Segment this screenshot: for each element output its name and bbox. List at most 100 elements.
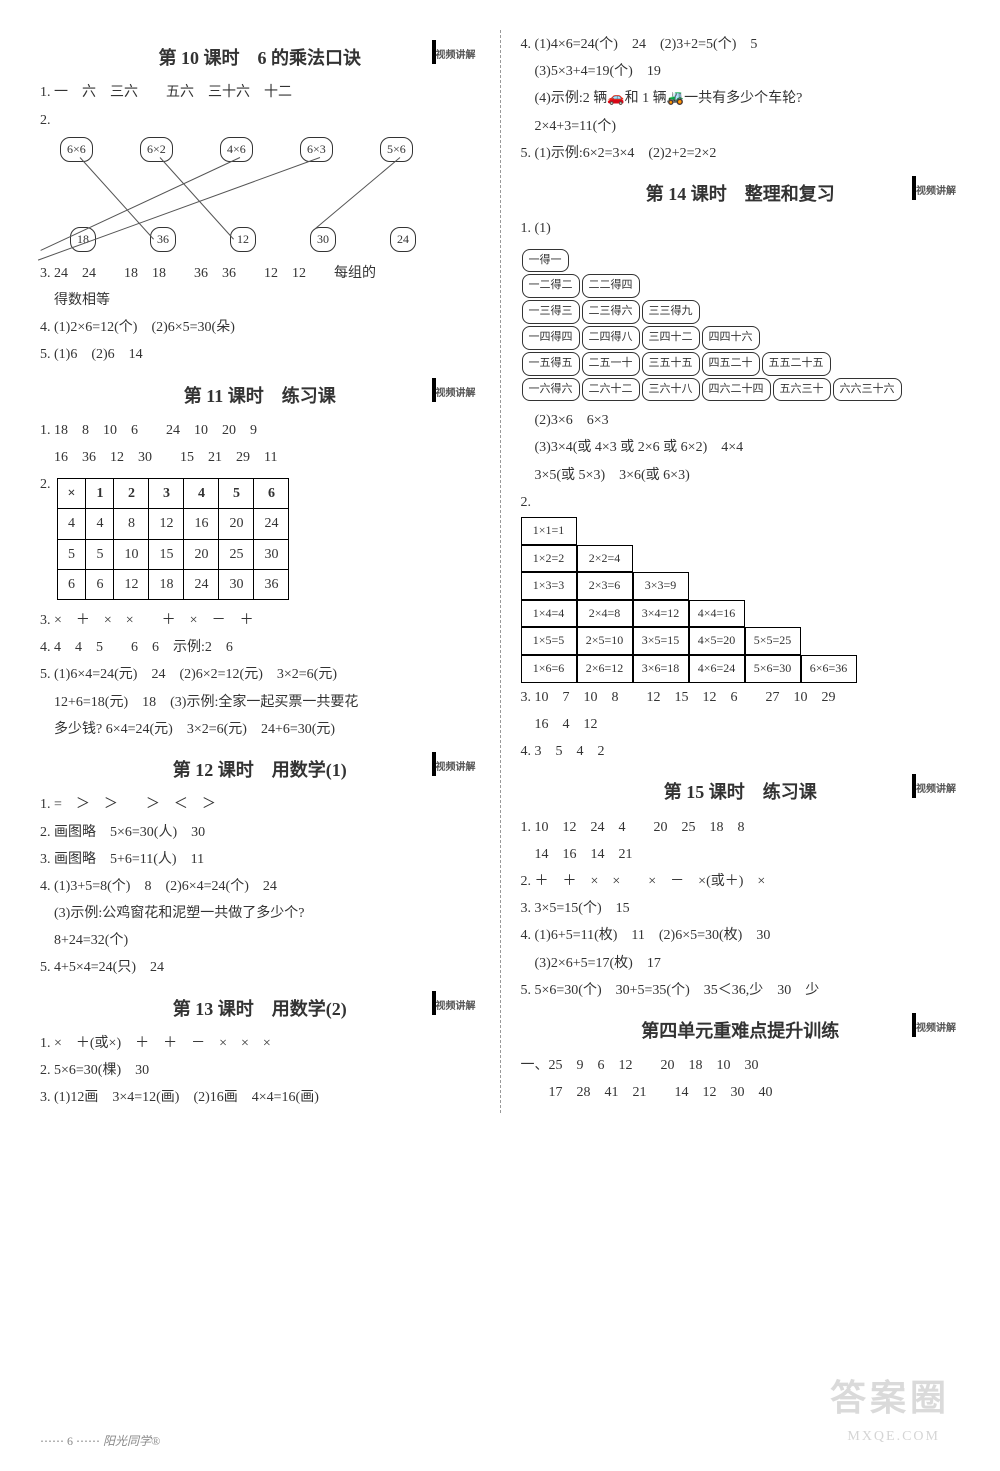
stair-cell: 四五二十 xyxy=(702,352,760,376)
stair-cell: 三六十八 xyxy=(642,378,700,402)
watermark-sub: MXQE.COM xyxy=(847,1424,940,1449)
qr-block: 视频讲解 xyxy=(428,36,480,68)
cell: 6 xyxy=(86,569,114,599)
r-top-q4c: (4)示例:2 辆🚗和 1 辆🚜一共有多少个车轮? xyxy=(521,86,961,111)
stair-cell: 一得一 xyxy=(522,249,569,273)
tri-cell: 2×3=6 xyxy=(577,572,633,600)
matching-diagram: 6×6 6×2 4×6 6×3 5×6 18 36 12 30 24 xyxy=(40,137,480,257)
qr-label: 视频讲解 xyxy=(436,1001,476,1012)
stair-cell: 四四十六 xyxy=(702,326,760,350)
cell: 16 xyxy=(184,509,219,539)
l12-q3: 3. 画图略 5+6=11(人) 11 xyxy=(40,847,480,872)
cell: 20 xyxy=(219,509,254,539)
tri-row: 1×2=22×2=4 xyxy=(521,545,961,573)
qr-label: 视频讲解 xyxy=(436,50,476,61)
tri-cell: 1×1=1 xyxy=(521,517,577,545)
stair-row: 一四得四二四得八三四十二四四十六 xyxy=(521,325,961,351)
cell: 4 xyxy=(184,479,219,509)
footer: ⋯⋯ 6 ⋯⋯ 阳光同学® xyxy=(40,1431,960,1453)
l11-q5b: 12+6=18(元) 18 (3)示例:全家一起买票一共要花 xyxy=(40,690,480,715)
l10-q1: 1. 一 六 三六 五六 三十六 十二 xyxy=(40,80,480,105)
tri-cell: 1×5=5 xyxy=(521,627,577,655)
tri-cell: 3×3=9 xyxy=(633,572,689,600)
l14-q3a: 3. 10 7 10 8 12 15 12 6 27 10 29 xyxy=(521,685,961,710)
mbox: 30 xyxy=(310,227,336,253)
tri-cell: 1×6=6 xyxy=(521,655,577,683)
lesson-14-title: 第 14 课时 整理和复习 视频讲解 xyxy=(521,178,961,210)
table-row: 6 6 12 18 24 30 36 xyxy=(57,569,289,599)
cell: 15 xyxy=(149,539,184,569)
tri-cell: 3×6=18 xyxy=(633,655,689,683)
qr-label: 视频讲解 xyxy=(436,388,476,399)
stair-cell: 一五得五 xyxy=(522,352,580,376)
l13-q3: 3. (1)12画 3×4=12(画) (2)16画 4×4=16(画) xyxy=(40,1085,480,1110)
match-line xyxy=(160,157,234,239)
mbox: 6×2 xyxy=(140,137,173,163)
tri-row: 1×3=32×3=63×3=9 xyxy=(521,572,961,600)
title-text: 第 10 课时 6 的乘法口诀 xyxy=(159,48,362,68)
l10-q3: 3. 24 24 18 18 36 36 12 12 每组的 xyxy=(40,261,480,286)
stair-cell: 二六十二 xyxy=(582,378,640,402)
cell: × xyxy=(57,479,86,509)
stair-cell: 四六二十四 xyxy=(702,378,771,402)
cell: 25 xyxy=(219,539,254,569)
l11-q1b: 16 36 12 30 15 21 29 11 xyxy=(40,445,480,470)
tri-table: 1×1=11×2=22×2=41×3=32×3=63×3=91×4=42×4=8… xyxy=(521,517,961,683)
l11-q2-label: 2. xyxy=(40,472,51,497)
lesson-13-title: 第 13 课时 用数学(2) 视频讲解 xyxy=(40,993,480,1025)
l11-q1a: 1. 18 8 10 6 24 10 20 9 xyxy=(40,418,480,443)
l11-q4: 4. 4 4 5 6 6 示例:2 6 xyxy=(40,635,480,660)
qr-label: 视频讲解 xyxy=(436,762,476,773)
stair-table-1: 一得一一二得二二二得四一三得三二三得六三三得九一四得四二四得八三四十二四四十六一… xyxy=(521,248,961,403)
stair-cell: 二三得六 xyxy=(582,300,640,324)
stair-cell: 一六得六 xyxy=(522,378,580,402)
stair-row: 一三得三二三得六三三得九 xyxy=(521,299,961,325)
match-line xyxy=(315,157,400,228)
cell: 5 xyxy=(219,479,254,509)
qr-label: 视频讲解 xyxy=(916,186,956,197)
tri-cell: 5×5=25 xyxy=(745,627,801,655)
unit4-title: 第四单元重难点提升训练 视频讲解 xyxy=(521,1015,961,1047)
stair-cell: 五六三十 xyxy=(773,378,831,402)
stair-row: 一六得六二六十二三六十八四六二十四五六三十六六三十六 xyxy=(521,377,961,403)
title-text: 第 11 课时 练习课 xyxy=(184,386,336,406)
l12-q2: 2. 画图略 5×6=30(人) 30 xyxy=(40,820,480,845)
cell: 6 xyxy=(254,479,289,509)
tri-cell: 1×2=2 xyxy=(521,545,577,573)
tri-cell: 1×4=4 xyxy=(521,600,577,628)
tri-cell: 2×5=10 xyxy=(577,627,633,655)
stair-cell: 三五十五 xyxy=(642,352,700,376)
l11-q5a: 5. (1)6×4=24(元) 24 (2)6×2=12(元) 3×2=6(元) xyxy=(40,662,480,687)
l14-q1-label: 1. (1) xyxy=(521,216,961,241)
cell: 1 xyxy=(86,479,114,509)
l14-q1-2: (2)3×6 6×3 xyxy=(521,408,961,433)
cell: 5 xyxy=(57,539,86,569)
l12-q4c: 8+24=32(个) xyxy=(40,928,480,953)
cell: 2 xyxy=(114,479,149,509)
l15-q1b: 14 16 14 21 xyxy=(521,842,961,867)
tri-cell: 4×5=20 xyxy=(689,627,745,655)
l15-q4b: (3)2×6+5=17(枚) 17 xyxy=(521,951,961,976)
mbox: 6×6 xyxy=(60,137,93,163)
page-num: 6 xyxy=(67,1434,73,1448)
tri-row: 1×6=62×6=123×6=184×6=245×6=306×6=36 xyxy=(521,655,961,683)
qr-block: 视频讲解 xyxy=(428,987,480,1019)
l12-q4a: 4. (1)3+5=8(个) 8 (2)6×4=24(个) 24 xyxy=(40,874,480,899)
right-column: 4. (1)4×6=24(个) 24 (2)3+2=5(个) 5 (3)5×3+… xyxy=(521,30,961,1113)
tri-cell: 4×4=16 xyxy=(689,600,745,628)
watermark: 答案圈 xyxy=(830,1366,950,1431)
cell: 24 xyxy=(254,509,289,539)
stair-cell: 三四十二 xyxy=(642,326,700,350)
r-top-q5: 5. (1)示例:6×2=3×4 (2)2+2=2×2 xyxy=(521,141,961,166)
stair-cell: 六六三十六 xyxy=(833,378,902,402)
tri-cell: 5×6=30 xyxy=(745,655,801,683)
l10-q3b: 得数相等 xyxy=(40,288,480,313)
cell: 12 xyxy=(149,509,184,539)
l10-q4: 4. (1)2×6=12(个) (2)6×5=30(朵) xyxy=(40,315,480,340)
stair-row: 一五得五二五一十三五十五四五二十五五二十五 xyxy=(521,351,961,377)
cell: 8 xyxy=(114,509,149,539)
table-row: 4 4 8 12 16 20 24 xyxy=(57,509,289,539)
l10-q2-label: 2. xyxy=(40,108,480,133)
l13-q1: 1. × ＋(或×) ＋ ＋ － × × × xyxy=(40,1031,480,1056)
unit4-q1a: 一、25 9 6 12 20 18 10 30 xyxy=(521,1053,961,1078)
